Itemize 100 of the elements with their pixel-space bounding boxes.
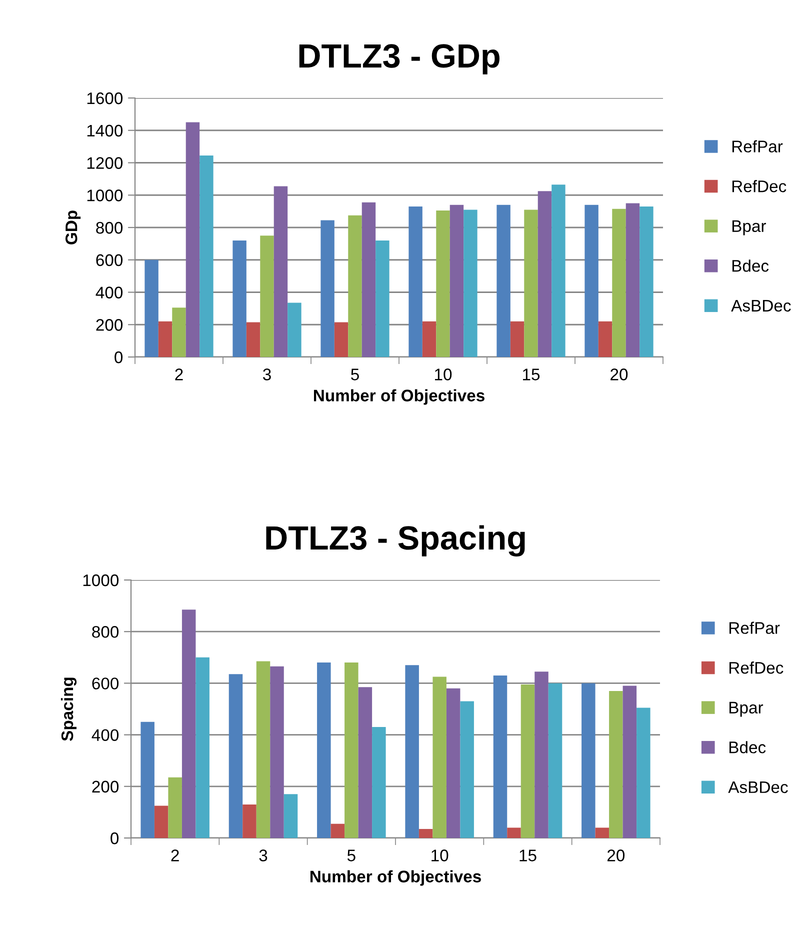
bar	[256, 661, 270, 838]
bar	[200, 155, 214, 357]
bar	[548, 683, 562, 838]
legend-label: Bdec	[732, 260, 769, 272]
bar	[450, 204, 464, 357]
bar	[432, 676, 446, 838]
bar	[636, 708, 650, 838]
bar	[507, 828, 521, 838]
x-tick-label: 20	[610, 368, 628, 380]
x-tick-label: 10	[435, 368, 452, 380]
x-tick-label: 3	[259, 850, 268, 862]
bar	[464, 210, 478, 357]
chart-title: DTLZ3 - Spacing	[266, 525, 525, 557]
x-tick-label: 10	[432, 850, 448, 862]
bar	[242, 804, 256, 838]
y-tick-label: 400	[92, 729, 119, 742]
bar	[330, 824, 345, 838]
bar	[376, 240, 390, 357]
bar	[595, 828, 610, 838]
bar	[182, 610, 196, 838]
bar	[418, 828, 433, 838]
bar	[284, 794, 298, 838]
y-tick-label: 0	[110, 832, 119, 844]
bar	[246, 322, 260, 357]
bar	[140, 722, 154, 838]
bar	[260, 236, 274, 357]
legend-label: Bdec	[729, 741, 766, 754]
bar	[348, 215, 362, 357]
bar	[158, 321, 172, 357]
bar	[598, 321, 612, 357]
legend-label: RefDec	[729, 662, 784, 674]
bar	[154, 806, 168, 838]
bar	[538, 191, 552, 357]
bar	[320, 220, 334, 357]
y-tick-label: 1000	[87, 190, 123, 202]
bar	[168, 777, 182, 838]
bar	[582, 683, 596, 838]
y-tick-label: 1000	[83, 574, 119, 586]
bar	[358, 687, 372, 838]
bar	[274, 186, 288, 357]
legend-label: AsBDec	[728, 781, 788, 794]
x-tick-label: 2	[171, 850, 179, 862]
bar	[496, 204, 510, 357]
bar	[362, 202, 376, 357]
y-tick-label: 0	[114, 351, 123, 364]
bar	[524, 210, 538, 357]
y-tick-label: 1200	[87, 157, 123, 169]
bar	[405, 665, 419, 838]
bar	[460, 701, 474, 838]
bar	[609, 690, 623, 838]
y-tick-label: 1600	[87, 92, 123, 104]
legend-label: RefPar	[729, 622, 780, 634]
bar	[446, 688, 460, 838]
y-tick-label: 1400	[87, 124, 123, 137]
bar	[408, 206, 422, 357]
bar	[186, 122, 200, 357]
legend-label: AsBDec	[731, 300, 791, 312]
bar	[510, 321, 524, 357]
bar	[493, 675, 508, 838]
x-tick-label: 5	[347, 850, 356, 862]
y-tick-label: 400	[96, 286, 123, 298]
y-tick-label: 600	[96, 254, 123, 266]
bar	[534, 672, 548, 838]
bar	[232, 240, 246, 357]
bar	[552, 184, 566, 357]
bar	[144, 260, 158, 357]
y-axis-title: GDp	[65, 210, 81, 244]
chart-title: DTLZ3 - GDp	[299, 44, 500, 74]
bar	[228, 674, 243, 838]
bar	[622, 686, 637, 838]
x-tick-label: 15	[520, 850, 536, 862]
bar	[626, 203, 640, 357]
y-axis-title: Spacing	[60, 678, 77, 741]
bar	[584, 204, 598, 357]
bar	[520, 684, 535, 838]
bar	[334, 322, 348, 357]
bar	[612, 208, 626, 357]
y-tick-label: 200	[92, 780, 119, 793]
bar	[196, 657, 210, 838]
x-tick-label: 3	[263, 368, 271, 380]
bar	[344, 662, 358, 838]
bar	[436, 210, 450, 357]
bar	[270, 666, 284, 838]
x-tick-label: 15	[523, 368, 540, 380]
bar	[172, 308, 186, 357]
bar	[288, 302, 302, 357]
x-axis-title: Number of Objectives	[314, 389, 484, 405]
y-tick-label: 800	[92, 626, 119, 638]
bar	[640, 206, 654, 357]
x-tick-label: 5	[351, 368, 359, 380]
bar	[317, 662, 331, 838]
y-tick-label: 600	[92, 678, 119, 690]
x-tick-label: 20	[607, 850, 625, 862]
x-tick-label: 2	[175, 368, 183, 380]
y-tick-label: 800	[96, 222, 123, 234]
legend-label: Bpar	[732, 220, 766, 236]
legend-label: RefDec	[732, 180, 786, 192]
bar	[422, 321, 436, 357]
x-axis-title: Number of Objectives	[310, 870, 481, 886]
bar	[372, 727, 386, 838]
